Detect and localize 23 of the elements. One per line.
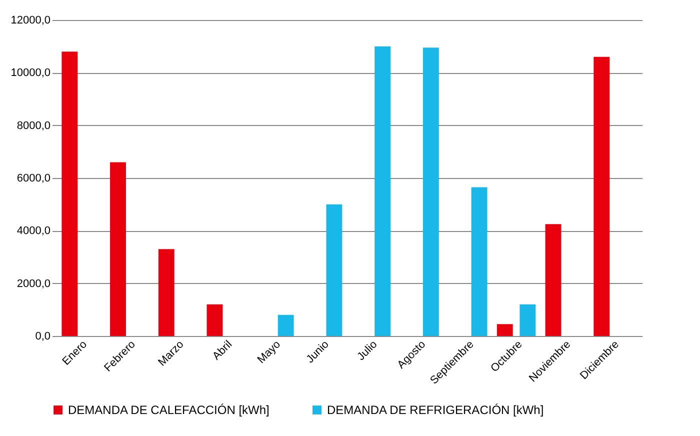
- y-tick-label: 8000,0: [16, 120, 50, 132]
- bar: [496, 324, 513, 336]
- bar: [278, 314, 294, 336]
- bar: [326, 204, 342, 336]
- bar: [545, 224, 562, 336]
- bar: [520, 304, 536, 336]
- y-tick-label: 10000,0: [10, 67, 50, 80]
- x-tick-label: Julio: [355, 338, 380, 363]
- y-tick-label: 4000,0: [16, 225, 50, 238]
- bar: [158, 249, 174, 336]
- bar: [206, 304, 223, 336]
- bar: [422, 48, 439, 336]
- bar: [110, 162, 126, 336]
- y-tick-label: 2000,0: [16, 278, 50, 290]
- legend-label: DEMANDA DE REFRIGERACIÓN [kWh]: [327, 403, 544, 417]
- y-tick-label: 12000,0: [10, 14, 50, 26]
- bar: [594, 56, 610, 336]
- bar: [374, 46, 391, 336]
- bar: [62, 52, 78, 336]
- legend-label: DEMANDA DE CALEFACCIÓN [kWh]: [68, 403, 270, 417]
- y-tick-label: 0,0: [35, 330, 50, 342]
- bar: [471, 187, 488, 336]
- y-tick-label: 6000,0: [16, 172, 50, 184]
